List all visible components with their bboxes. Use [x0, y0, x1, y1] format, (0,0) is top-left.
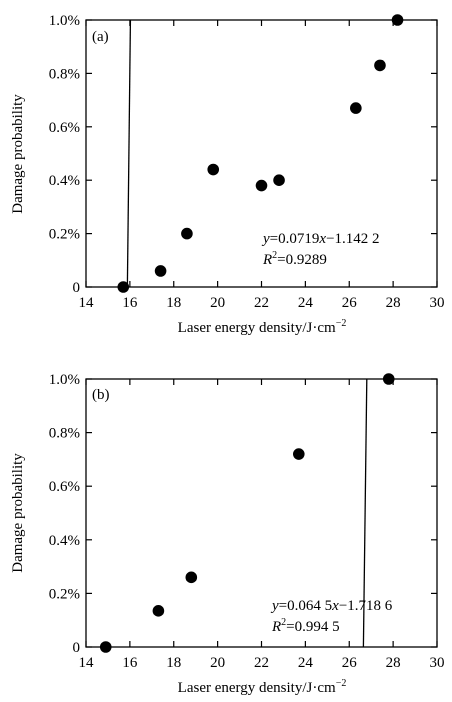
x-tick-label: 22: [254, 295, 269, 311]
chart-panel-a: 14 16 18 20 22 24 26 28 3000.2%0.4%0.6%0.8%1.0% …: [10, 13, 445, 336]
data-point: [181, 227, 193, 240]
y-tick-label: 0.6%: [49, 120, 80, 136]
x-tick-label: 26: [342, 295, 358, 311]
x-tick-label: 24: [298, 295, 314, 311]
x-tick-label: 26: [342, 655, 358, 671]
fit-line-group: [126, 19, 132, 288]
x-tick-label: 28: [386, 655, 401, 671]
x-tick-label: 18: [166, 655, 181, 671]
y-tick-label: 0.4%: [49, 533, 80, 549]
y-tick-label: 0.2%: [49, 227, 80, 243]
data-point: [117, 281, 130, 293]
data-point: [382, 373, 395, 385]
y-axis-label: Damage probability: [10, 94, 26, 214]
y-tick-label: 0.8%: [49, 426, 80, 442]
data-point: [207, 163, 220, 176]
data-point: [152, 605, 165, 617]
data-point: [391, 14, 404, 26]
x-tick-label: 30: [430, 295, 445, 311]
x-tick-label: 14: [79, 655, 95, 671]
r-squared: R2=0.994 5: [271, 617, 340, 635]
x-tick-label: 16: [122, 655, 138, 671]
axis-ticks: 14 16 18 20 22 24 26 28 30 0 0.2% 0.4% 0.6% 0.8% 1.0%: [49, 13, 445, 311]
y-tick-label: 0.2%: [49, 586, 80, 602]
y-tick-label: 0: [73, 640, 81, 656]
x-axis-label: Laser energy density/J·cm−2: [178, 678, 347, 696]
x-tick-label: 16: [122, 295, 138, 311]
fit-equation: y=0.064 5x−1.718 6: [270, 598, 393, 614]
r-squared: R2=0.9289: [262, 250, 327, 268]
y-tick-label: 0: [73, 280, 81, 296]
x-axis-label: Laser energy density/J·cm−2: [178, 318, 347, 336]
plot-frame: [85, 19, 438, 288]
x-tick-label: 20: [210, 655, 225, 671]
y-tick-label: 0.8%: [49, 66, 80, 82]
panel-label: (b): [92, 387, 110, 403]
data-point: [255, 179, 268, 192]
y-tick-label: 1.0%: [49, 372, 80, 388]
x-tick-label: 24: [298, 655, 314, 671]
y-tick-label: 0.6%: [49, 479, 80, 495]
data-point: [350, 102, 362, 114]
x-tick-label: 18: [166, 295, 181, 311]
x-tick-label: 20: [210, 295, 225, 311]
panel-label: (a): [92, 29, 109, 45]
y-tick-label: 0.4%: [49, 173, 80, 189]
y-tick-label: 1.0%: [49, 13, 80, 29]
fit-line: [362, 378, 368, 648]
x-tick-label: 22: [254, 655, 269, 671]
data-points: [117, 14, 404, 293]
data-point: [292, 448, 305, 460]
fit-line: [126, 19, 132, 288]
fit-equation: y=0.0719x−1.142 2: [261, 231, 380, 247]
data-point: [154, 265, 167, 277]
chart-panel-b: 14 16 18 20 22 24 26 28 3000.2%0.4%0.6%0.8%1.0% …: [10, 372, 445, 696]
x-tick-label: 14: [79, 295, 95, 311]
fit-line-group: [362, 378, 368, 648]
data-point: [185, 571, 198, 584]
y-axis-label: Damage probability: [10, 453, 26, 573]
axis-ticks: 14 16 18 20 22 24 26 28 30 0 0.2% 0.4% 0.6% 0.8% 1.0%: [49, 372, 445, 671]
data-points: [99, 373, 395, 653]
data-point: [374, 59, 386, 72]
x-tick-label: 30: [430, 655, 445, 671]
x-tick-label: 28: [386, 295, 401, 311]
data-point: [273, 174, 285, 186]
data-point: [99, 641, 112, 653]
